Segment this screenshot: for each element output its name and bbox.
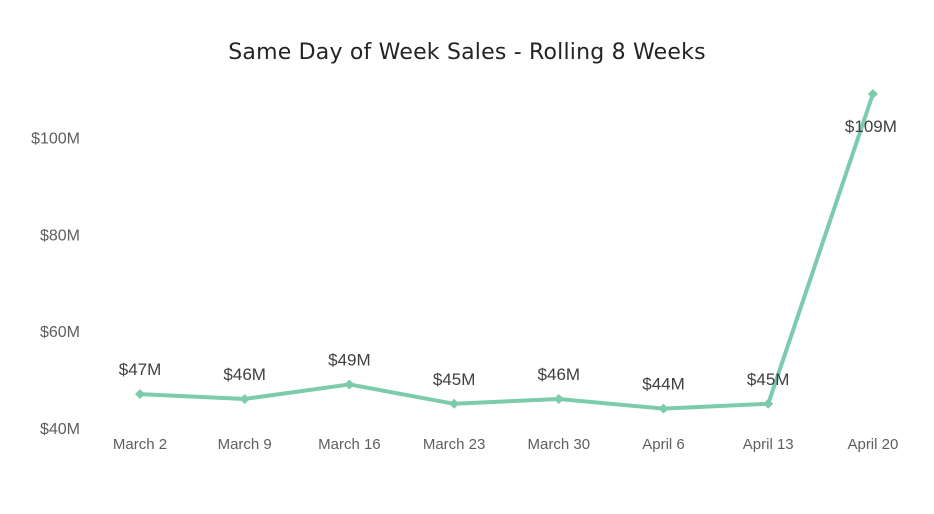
data-label: $46M xyxy=(223,365,266,384)
x-tick-label: April 6 xyxy=(642,436,685,453)
data-labels: $47M $46M $49M $45M $46M $44M $45M $109M xyxy=(119,117,897,394)
chart-title: Same Day of Week Sales - Rolling 8 Weeks xyxy=(228,40,706,65)
data-label: $44M xyxy=(642,375,685,394)
y-tick-label: $100M xyxy=(31,131,80,148)
x-tick-label: April 13 xyxy=(743,436,794,453)
data-label: $47M xyxy=(119,360,162,379)
x-tick-label: March 9 xyxy=(218,436,272,453)
y-axis: $40M $60M $80M $100M xyxy=(31,131,80,438)
series-line xyxy=(138,92,875,411)
x-tick-label: April 20 xyxy=(847,436,898,453)
data-point[interactable] xyxy=(763,398,774,409)
data-label: $109M xyxy=(845,117,897,136)
data-point[interactable] xyxy=(658,403,669,414)
x-tick-label: March 16 xyxy=(318,436,381,453)
x-tick-label: March 30 xyxy=(528,436,591,453)
y-tick-label: $60M xyxy=(40,324,80,341)
data-label: $46M xyxy=(538,365,581,384)
data-point[interactable] xyxy=(449,398,460,409)
x-axis: March 2 March 9 March 16 March 23 March 30 Ap… xyxy=(113,436,898,453)
data-point[interactable] xyxy=(867,89,878,100)
y-tick-label: $40M xyxy=(40,421,80,438)
data-point[interactable] xyxy=(344,379,355,390)
data-label: $45M xyxy=(747,370,790,389)
x-tick-label: March 23 xyxy=(423,436,486,453)
data-label: $49M xyxy=(328,350,371,369)
data-label: $45M xyxy=(433,370,476,389)
y-tick-label: $80M xyxy=(40,227,80,244)
data-point[interactable] xyxy=(553,393,564,404)
data-point[interactable] xyxy=(135,389,145,400)
series-sales xyxy=(135,89,878,414)
x-tick-label: March 2 xyxy=(113,436,167,453)
data-point[interactable] xyxy=(239,393,250,404)
